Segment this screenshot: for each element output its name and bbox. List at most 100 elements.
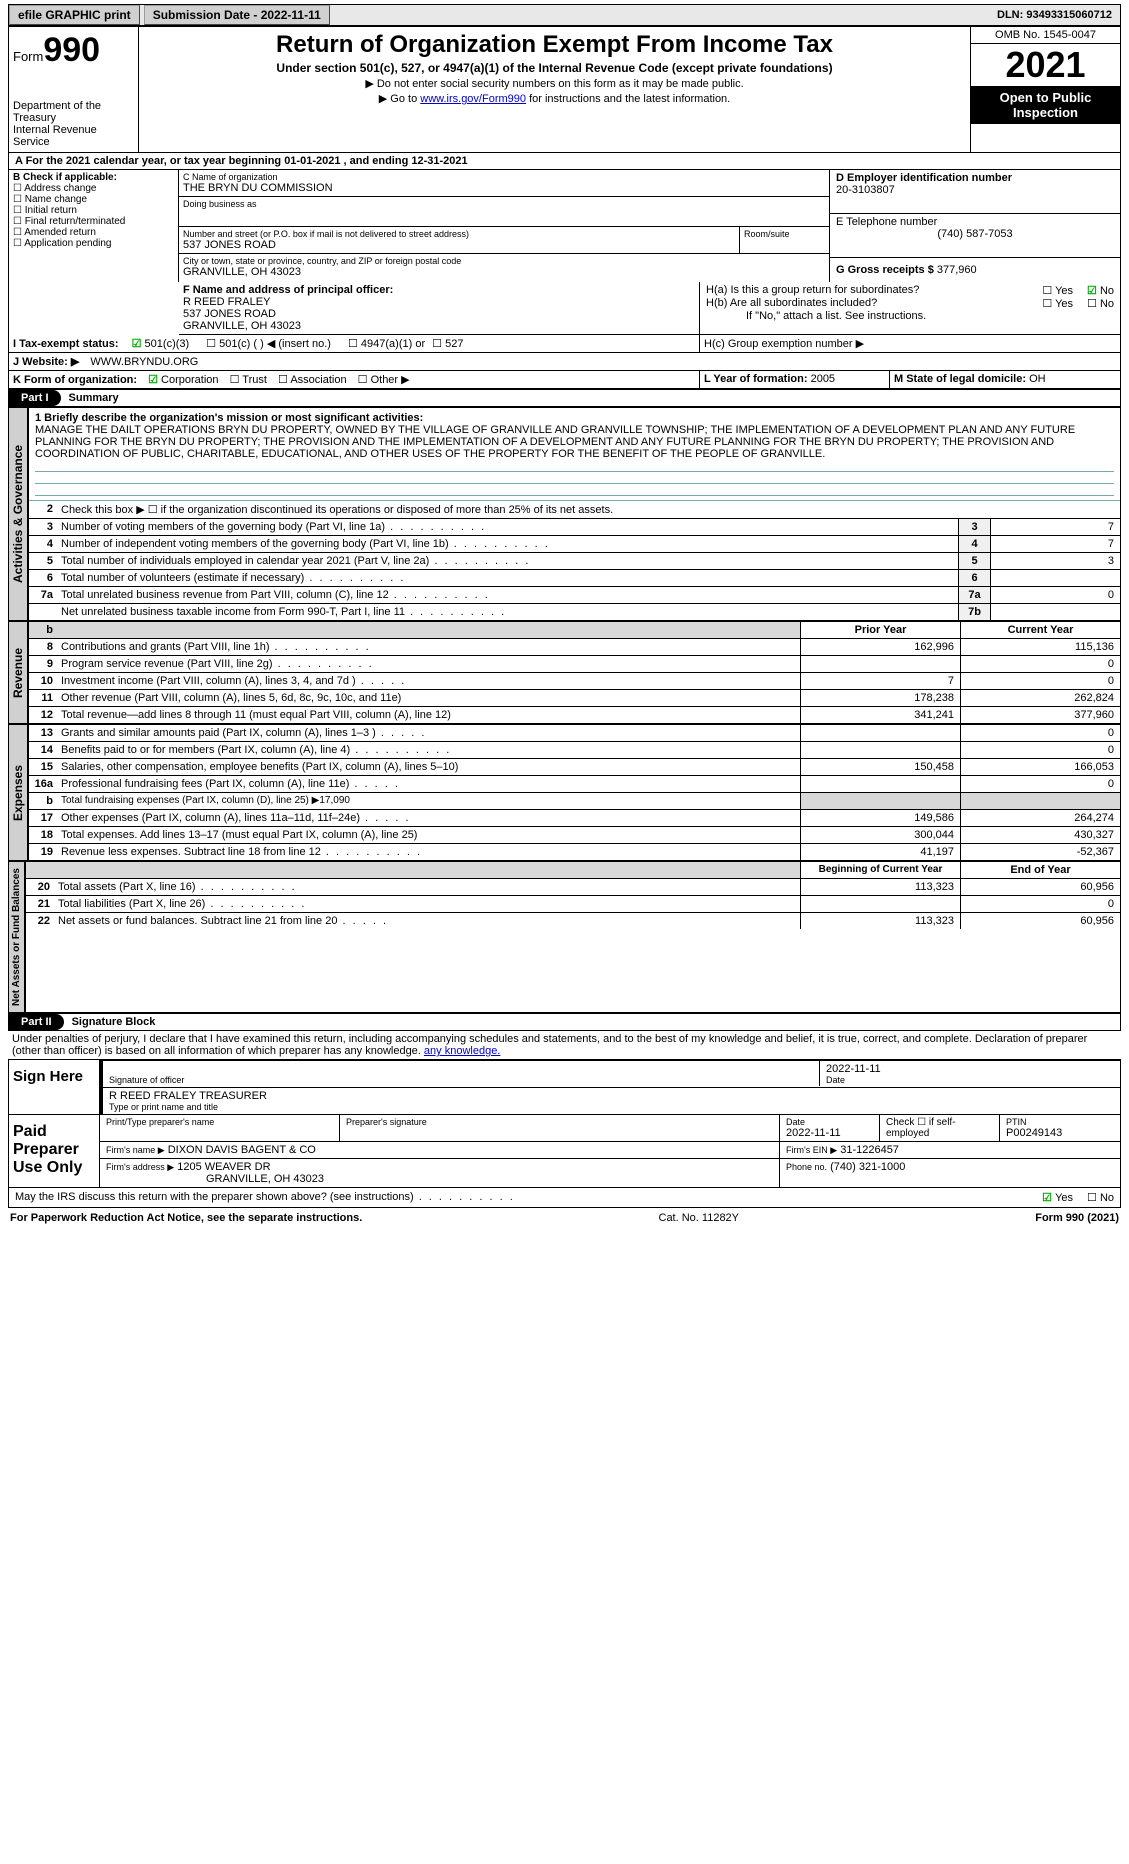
form-title: Return of Organization Exempt From Incom… (143, 31, 966, 59)
box-b-label: B Check if applicable: (13, 172, 117, 183)
irs-label: Internal Revenue Service (13, 124, 134, 148)
omb-number: OMB No. 1545-0047 (971, 27, 1120, 44)
ptin-val: P00249143 (1006, 1127, 1114, 1139)
c10: 0 (960, 673, 1120, 689)
chk-name-change[interactable]: Name change (13, 194, 87, 205)
chk-other[interactable]: Other ▶ (358, 374, 410, 386)
c13: 0 (960, 725, 1120, 741)
sig-date-val: 2022-11-11 (826, 1063, 1114, 1075)
city-state-zip: GRANVILLE, OH 43023 (183, 266, 825, 278)
form-990-page: efile GRAPHIC print Submission Date - 20… (0, 0, 1129, 1232)
line-12: Total revenue—add lines 8 through 11 (mu… (57, 707, 800, 723)
firm-ein-val: 31-1226457 (840, 1144, 899, 1156)
line-18: Total expenses. Add lines 13–17 (must eq… (57, 827, 800, 843)
prep-sig-label: Preparer's signature (346, 1117, 773, 1127)
c12: 377,960 (960, 707, 1120, 723)
chk-final-return[interactable]: Final return/terminated (13, 216, 125, 227)
ha-yes[interactable]: Yes (1042, 284, 1073, 297)
ein-label: D Employer identification number (836, 172, 1012, 184)
may-irs-yes[interactable]: Yes (1042, 1191, 1073, 1204)
chk-527[interactable]: 527 (432, 338, 463, 350)
line-5: Total number of individuals employed in … (57, 553, 958, 569)
net-assets-section: Net Assets or Fund Balances Beginning of… (8, 861, 1121, 1013)
any-knowledge-link[interactable]: any knowledge. (424, 1045, 500, 1057)
chk-association[interactable]: Association (278, 374, 347, 386)
officer-name-title: R REED FRALEY TREASURER (109, 1090, 1114, 1102)
current-year-hdr: Current Year (960, 622, 1120, 638)
chk-amended-return[interactable]: Amended return (13, 227, 96, 238)
form-ref: Form 990 (2021) (1035, 1212, 1119, 1224)
efile-print-button[interactable]: efile GRAPHIC print (9, 5, 140, 25)
c21: 0 (960, 896, 1120, 912)
phone-label: E Telephone number (836, 216, 937, 228)
line-2: Check this box ▶ ☐ if the organization d… (57, 501, 1120, 518)
firm-phone-val: (740) 321-1000 (830, 1161, 905, 1173)
underline-3 (35, 484, 1114, 496)
year-formation-label: L Year of formation: (704, 373, 808, 385)
chk-initial-return[interactable]: Initial return (13, 205, 77, 216)
p21 (800, 896, 960, 912)
prior-year-hdr: Prior Year (800, 622, 960, 638)
p19: 41,197 (800, 844, 960, 860)
chk-501c[interactable]: 501(c) ( ) ◀ (insert no.) (206, 338, 331, 350)
org-name: THE BRYN DU COMMISSION (183, 182, 825, 194)
box-hc: H(c) Group exemption number ▶ (700, 335, 1120, 353)
p22: 113,323 (800, 913, 960, 929)
box-i: I Tax-exempt status: 501(c)(3) 501(c) ( … (9, 335, 700, 353)
c14: 0 (960, 742, 1120, 758)
part1-title: Summary (69, 392, 119, 404)
p13 (800, 725, 960, 741)
c9: 0 (960, 656, 1120, 672)
chk-corporation[interactable]: Corporation (148, 374, 218, 386)
mission-text: MANAGE THE DAILT OPERATIONS BRYN DU PROP… (35, 424, 1075, 460)
part1-badge: Part I (9, 390, 61, 406)
open-public-badge: Open to Public Inspection (971, 86, 1120, 124)
gross-receipts-label: G Gross receipts $ (836, 264, 934, 276)
may-irs-no[interactable]: No (1087, 1191, 1114, 1204)
firm-name-label: Firm's name ▶ (106, 1145, 165, 1155)
governance-section: Activities & Governance 1 Briefly descri… (8, 407, 1121, 621)
beg-year-hdr: Beginning of Current Year (800, 862, 960, 878)
box-h: H(a) Is this a group return for subordin… (700, 282, 1120, 335)
chk-trust[interactable]: Trust (230, 374, 267, 386)
c16a: 0 (960, 776, 1120, 792)
val-3: 7 (990, 519, 1120, 535)
row-a-tax-year: A For the 2021 calendar year, or tax yea… (8, 153, 1121, 170)
tax-status-label: I Tax-exempt status: (13, 338, 119, 350)
box-j: J Website: ▶ WWW.BRYNDU.ORG (9, 353, 1120, 371)
line-6: Total number of volunteers (estimate if … (57, 570, 958, 586)
firm-phone-label: Phone no. (786, 1162, 827, 1172)
hb-yes[interactable]: Yes (1042, 297, 1073, 310)
ha-no[interactable]: No (1087, 284, 1114, 297)
expenses-section: Expenses 13Grants and similar amounts pa… (8, 724, 1121, 861)
chk-application-pending[interactable]: Application pending (13, 238, 112, 249)
form-label: Form (13, 49, 43, 64)
p16b (800, 793, 960, 809)
prep-name-label: Print/Type preparer's name (106, 1117, 333, 1127)
note2-pre: Go to (390, 93, 420, 105)
domicile-value: OH (1029, 373, 1046, 385)
box-l: L Year of formation: 2005 (700, 371, 890, 388)
form-org-label: K Form of organization: (13, 374, 137, 386)
line-9: Program service revenue (Part VIII, line… (57, 656, 800, 672)
cat-number: Cat. No. 11282Y (362, 1212, 1035, 1224)
net-assets-tab: Net Assets or Fund Balances (8, 861, 25, 1013)
domicile-label: M State of legal domicile: (894, 373, 1026, 385)
self-employed-check[interactable]: Check ☐ if self-employed (880, 1115, 1000, 1141)
chk-address-change[interactable]: Address change (13, 183, 96, 194)
type-name-label: Type or print name and title (109, 1102, 1114, 1112)
sign-here-label: Sign Here (9, 1060, 99, 1114)
irs-link[interactable]: www.irs.gov/Form990 (420, 93, 526, 105)
street-label: Number and street (or P.O. box if mail i… (183, 229, 735, 239)
chk-501c3[interactable]: 501(c)(3) (132, 338, 190, 350)
line-3: Number of voting members of the governin… (57, 519, 958, 535)
hb-no[interactable]: No (1087, 297, 1114, 310)
dept-treasury: Department of the Treasury (13, 100, 134, 124)
preparer-block: Paid Preparer Use Only Print/Type prepar… (8, 1115, 1121, 1188)
line-20: Total assets (Part X, line 16) (54, 879, 800, 895)
part2-title: Signature Block (72, 1016, 156, 1028)
header-right: OMB No. 1545-0047 2021 Open to Public In… (970, 27, 1120, 152)
sig-date-label: Date (826, 1075, 1114, 1085)
p18: 300,044 (800, 827, 960, 843)
chk-4947[interactable]: 4947(a)(1) or (348, 338, 425, 350)
